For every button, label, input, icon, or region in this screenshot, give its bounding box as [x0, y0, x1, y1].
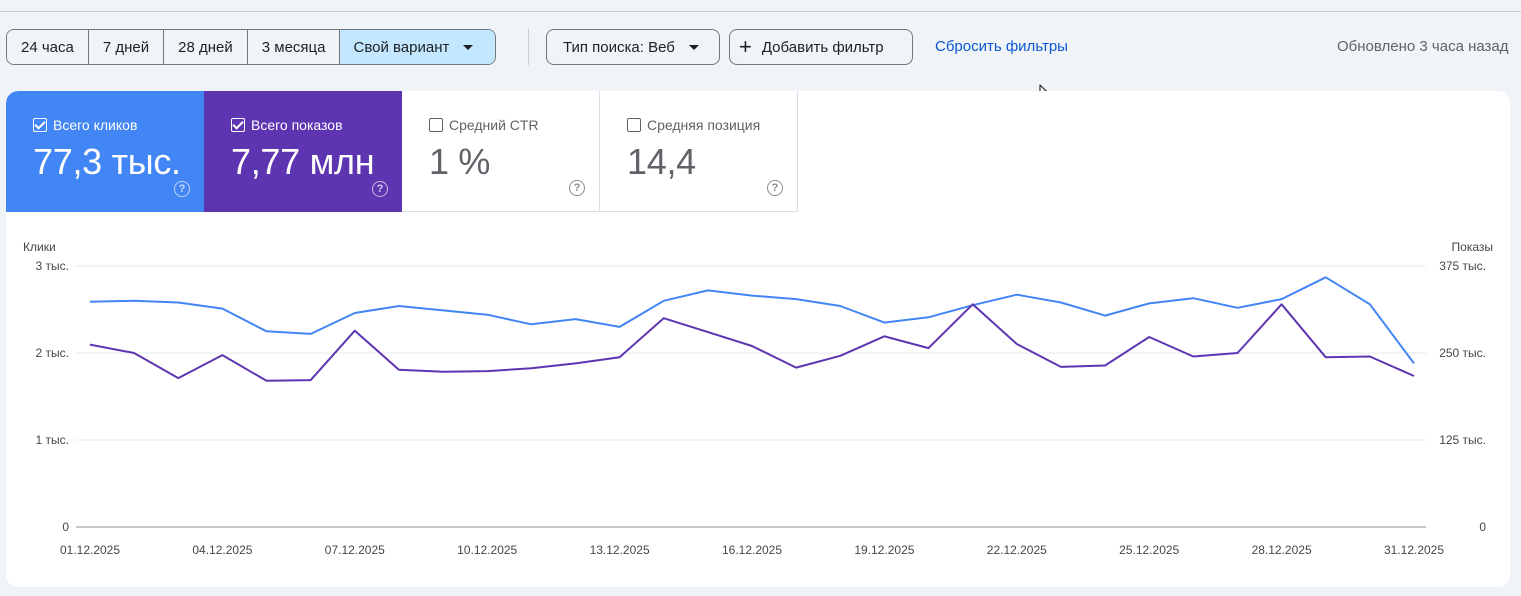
x-tick-label: 07.12.2025	[325, 543, 385, 557]
checkbox-checked-icon[interactable]	[231, 118, 245, 132]
clicks-series-line	[89, 276, 1415, 364]
reset-filters-link[interactable]: Сбросить фильтры	[935, 38, 1068, 55]
metric-value: 77,3 тыс.	[33, 141, 181, 182]
metric-label: Средняя позиция	[647, 117, 761, 133]
metric-tile-impressions[interactable]: Всего показов 7,77 млн ?	[204, 91, 402, 212]
x-tick-label: 31.12.2025	[1384, 543, 1444, 557]
x-tick-label: 01.12.2025	[60, 543, 120, 557]
top-divider	[0, 11, 1521, 12]
x-tick-label: 28.12.2025	[1252, 543, 1312, 557]
metric-tile-position[interactable]: Средняя позиция 14,4 ?	[600, 91, 798, 212]
plus-icon: +	[739, 34, 752, 59]
checkbox-unchecked-icon[interactable]	[429, 118, 443, 132]
y-left-tick-label: 0	[62, 520, 69, 534]
x-tick-label: 22.12.2025	[987, 543, 1047, 557]
help-icon[interactable]: ?	[174, 181, 190, 197]
metric-tile-clicks[interactable]: Всего кликов 77,3 тыс. ?	[6, 91, 204, 212]
y-left-tick-label: 3 тыс.	[36, 259, 69, 273]
y-left-tick-label: 2 тыс.	[36, 346, 69, 360]
range-7d-button[interactable]: 7 дней	[88, 30, 165, 64]
metric-value: 1 %	[429, 141, 491, 182]
y-right-tick-label: 0	[1479, 520, 1486, 534]
range-custom-label: Свой вариант	[353, 38, 450, 56]
search-type-dropdown[interactable]: Тип поиска: Веб	[546, 29, 720, 65]
help-icon[interactable]: ?	[372, 181, 388, 197]
checkbox-checked-icon[interactable]	[33, 118, 47, 132]
date-range-selector: 24 часа 7 дней 28 дней 3 месяца Свой вар…	[6, 29, 497, 65]
checkbox-unchecked-icon[interactable]	[627, 118, 641, 132]
performance-card: Всего кликов 77,3 тыс. ? Всего показов 7…	[6, 91, 1510, 587]
y-right-axis-title: Показы	[1452, 240, 1493, 254]
metric-label: Всего кликов	[53, 117, 138, 133]
range-custom-button[interactable]: Свой вариант	[340, 30, 496, 64]
x-tick-label: 25.12.2025	[1119, 543, 1179, 557]
impressions-series-line	[89, 303, 1415, 382]
x-tick-label: 19.12.2025	[854, 543, 914, 557]
y-left-axis-title: Клики	[23, 240, 56, 254]
metric-tile-ctr[interactable]: Средний CTR 1 % ?	[402, 91, 600, 212]
range-24h-button[interactable]: 24 часа	[7, 30, 89, 64]
performance-chart: 0 0 1 тыс. 125 тыс. 2 тыс. 250 тыс. 3 тыс. 375 …	[23, 240, 1493, 557]
metric-label: Средний CTR	[449, 117, 539, 133]
range-3m-button[interactable]: 3 месяца	[247, 30, 341, 64]
help-icon[interactable]: ?	[569, 180, 585, 196]
search-type-label: Тип поиска: Веб	[563, 38, 675, 56]
y-left-tick-label: 1 тыс.	[36, 433, 69, 447]
range-28d-button[interactable]: 28 дней	[164, 30, 248, 64]
x-tick-label: 10.12.2025	[457, 543, 517, 557]
y-right-tick-label: 125 тыс.	[1439, 433, 1486, 447]
add-filter-button[interactable]: + Добавить фильтр	[729, 29, 913, 65]
chevron-down-icon	[688, 44, 699, 50]
chevron-down-icon	[463, 44, 474, 50]
y-right-tick-label: 250 тыс.	[1439, 346, 1486, 360]
y-right-tick-label: 375 тыс.	[1439, 259, 1486, 273]
add-filter-label: Добавить фильтр	[761, 38, 884, 56]
toolbar-divider	[528, 29, 529, 65]
x-tick-label: 13.12.2025	[590, 543, 650, 557]
metric-value: 14,4	[627, 141, 696, 182]
x-tick-label: 16.12.2025	[722, 543, 782, 557]
help-icon[interactable]: ?	[767, 180, 783, 196]
updated-status: Обновлено 3 часа назад	[1337, 38, 1509, 55]
x-tick-label: 04.12.2025	[192, 543, 252, 557]
metric-value: 7,77 млн	[231, 141, 375, 182]
metric-label: Всего показов	[251, 117, 343, 133]
